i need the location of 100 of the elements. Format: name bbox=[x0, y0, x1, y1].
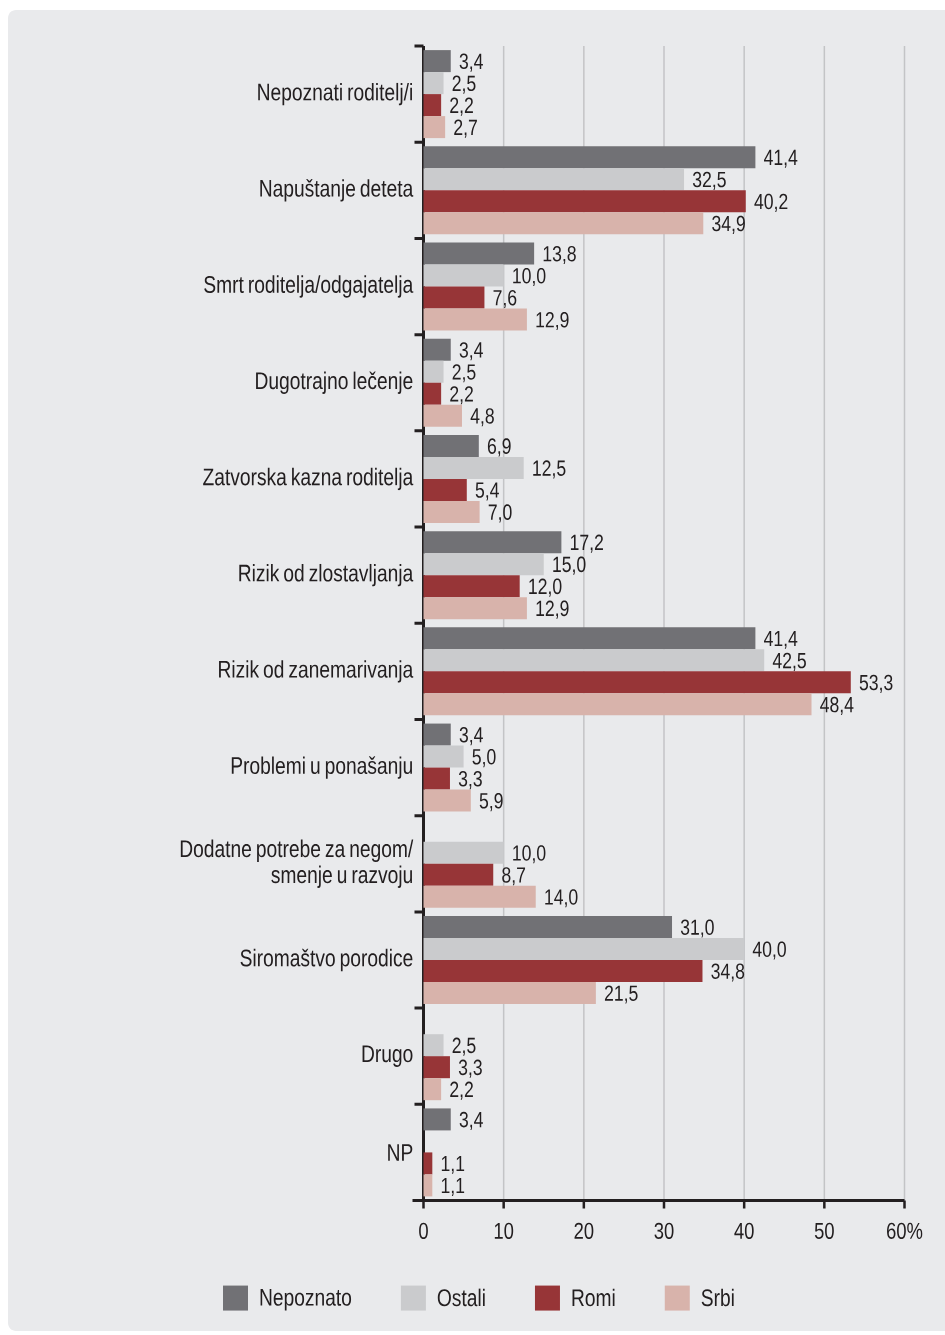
bar bbox=[423, 1174, 433, 1197]
data-label: 2,5 bbox=[452, 364, 476, 383]
data-label: 10,0 bbox=[513, 845, 546, 864]
data-label: 53,3 bbox=[859, 674, 893, 693]
bar bbox=[423, 360, 444, 383]
data-label: 34,8 bbox=[711, 963, 745, 982]
legend-label: Nepoznato bbox=[260, 1289, 352, 1311]
data-label: 8,7 bbox=[502, 867, 526, 886]
bar bbox=[423, 212, 704, 235]
data-label: 12,0 bbox=[529, 578, 562, 597]
data-label: 7,0 bbox=[488, 504, 512, 523]
y-tick-label: Problemi u ponašanju bbox=[231, 756, 412, 779]
bar bbox=[423, 242, 535, 265]
bar bbox=[423, 693, 812, 716]
data-label: 2,7 bbox=[454, 119, 477, 138]
bar bbox=[423, 168, 685, 191]
data-label: 34,9 bbox=[712, 215, 745, 234]
data-label: 2,2 bbox=[450, 386, 473, 405]
bar bbox=[423, 627, 756, 650]
x-tick-label: 20 bbox=[574, 1222, 594, 1239]
bar bbox=[423, 382, 442, 405]
data-label: 3,3 bbox=[458, 770, 482, 790]
bar bbox=[423, 789, 471, 812]
y-tick-label: Zatvorska kazna roditelja bbox=[203, 467, 414, 491]
data-label: 12,9 bbox=[536, 311, 569, 331]
data-label: 2,5 bbox=[452, 75, 476, 94]
bar bbox=[423, 531, 562, 554]
x-tick-label: 40 bbox=[734, 1222, 754, 1239]
data-label: 5,4 bbox=[475, 482, 499, 501]
bar bbox=[423, 553, 544, 576]
x-tick-label: 30 bbox=[654, 1222, 674, 1239]
bar bbox=[423, 286, 485, 309]
data-label: 41,4 bbox=[764, 630, 798, 649]
bar bbox=[423, 72, 444, 95]
bar bbox=[423, 723, 451, 746]
data-label: 17,2 bbox=[570, 534, 603, 553]
bar bbox=[423, 1034, 444, 1057]
data-label: 3,4 bbox=[459, 1111, 483, 1130]
data-label: 12,9 bbox=[536, 600, 569, 619]
bar bbox=[423, 50, 451, 73]
data-label: 3,3 bbox=[458, 1059, 482, 1078]
data-label: 7,6 bbox=[493, 289, 517, 309]
data-label: 10,0 bbox=[513, 267, 546, 287]
y-tick-label: Drugo bbox=[362, 1045, 413, 1067]
bar bbox=[423, 500, 480, 523]
legend-label: Ostali bbox=[437, 1288, 485, 1307]
y-tick-label: Rizik od zanemarivanja bbox=[219, 660, 414, 683]
y-tick-label: NP bbox=[388, 1144, 413, 1161]
data-label: 40,2 bbox=[754, 193, 788, 212]
bar bbox=[423, 478, 467, 501]
data-label: 31,0 bbox=[680, 919, 714, 938]
bar bbox=[423, 767, 450, 790]
y-tick-label: Dodatne potrebe za negom/ smenje u razvoju bbox=[180, 839, 414, 888]
data-label: 3,4 bbox=[459, 342, 483, 361]
bar bbox=[423, 308, 527, 331]
bar bbox=[423, 1078, 442, 1101]
y-tick-label: Dugotrajno lečenje bbox=[256, 371, 413, 394]
bar bbox=[423, 116, 446, 139]
data-label: 40,0 bbox=[752, 941, 786, 960]
data-label: 5,0 bbox=[472, 748, 496, 768]
data-label: 5,9 bbox=[479, 792, 503, 812]
bar bbox=[423, 671, 851, 694]
bar bbox=[423, 146, 756, 169]
y-tick-label: Nepoznati roditelj/i bbox=[258, 82, 412, 106]
bar bbox=[423, 94, 442, 117]
x-tick-label: 60% bbox=[887, 1222, 923, 1239]
data-label: 3,4 bbox=[459, 53, 483, 72]
data-label: 21,5 bbox=[604, 985, 638, 1004]
x-tick-label: 50 bbox=[814, 1222, 834, 1239]
y-tick-label: Napuštanje deteta bbox=[260, 179, 414, 202]
data-label: 2,5 bbox=[452, 1037, 476, 1056]
data-label: 13,8 bbox=[543, 245, 576, 265]
bar bbox=[423, 597, 527, 620]
data-label: 15,0 bbox=[553, 556, 586, 575]
data-label: 12,5 bbox=[533, 460, 566, 479]
x-tick-label: 0 bbox=[419, 1222, 428, 1239]
x-tick-label: 10 bbox=[494, 1222, 514, 1239]
data-label: 1,1 bbox=[441, 1177, 465, 1196]
bar bbox=[423, 1152, 433, 1175]
bar bbox=[423, 338, 451, 361]
data-label: 1,1 bbox=[441, 1155, 465, 1174]
bar bbox=[423, 1056, 450, 1079]
bar bbox=[423, 649, 765, 672]
bar bbox=[423, 885, 536, 908]
y-tick-label: Rizik od zlostavljanja bbox=[239, 563, 414, 587]
data-label: 42,5 bbox=[772, 652, 806, 671]
bar bbox=[423, 915, 673, 938]
data-label: 4,8 bbox=[470, 408, 494, 427]
data-label: 2,2 bbox=[450, 97, 473, 116]
bar bbox=[423, 981, 596, 1004]
data-label: 48,4 bbox=[820, 696, 854, 715]
data-label: 14,0 bbox=[545, 889, 578, 908]
legend-label: Romi bbox=[572, 1288, 615, 1307]
bar bbox=[423, 575, 520, 598]
y-tick-label: Siromaštvo porodice bbox=[240, 948, 413, 972]
bar bbox=[423, 863, 494, 886]
bar bbox=[423, 959, 703, 982]
data-label: 3,4 bbox=[459, 726, 483, 746]
data-label: 6,9 bbox=[487, 438, 511, 457]
bar bbox=[423, 434, 479, 457]
